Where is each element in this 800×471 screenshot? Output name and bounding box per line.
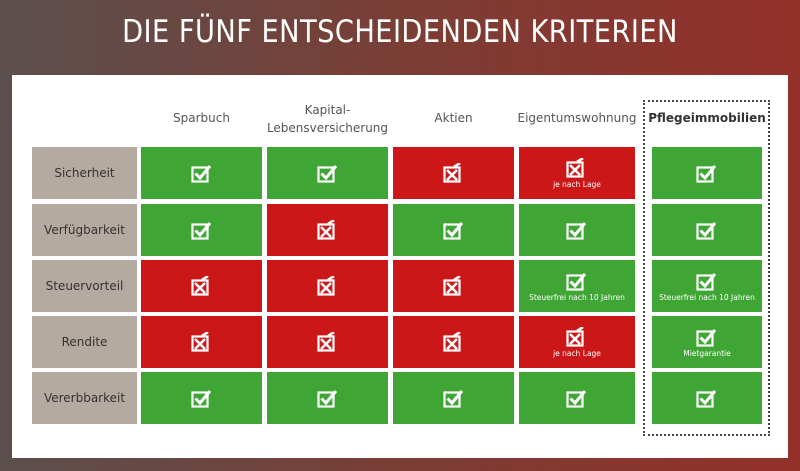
cell-note: je nach Lage xyxy=(553,179,601,189)
cell-note: je nach Lage xyxy=(553,348,601,358)
checkbox-checked-icon xyxy=(190,220,213,240)
checkbox-checked-icon xyxy=(190,388,213,408)
highlight-column-frame xyxy=(643,100,770,436)
checkbox-checked-icon xyxy=(696,163,718,183)
table-cell xyxy=(393,147,514,199)
table-cell xyxy=(652,204,762,256)
checkbox-checked-icon xyxy=(566,271,588,291)
checkbox-checked-icon xyxy=(566,388,588,408)
checkbox-crossed-icon xyxy=(190,332,213,352)
checkbox-checked-icon xyxy=(696,220,718,240)
table-cell: je nach Lage xyxy=(519,316,635,368)
table-cell xyxy=(141,316,262,368)
table-cell xyxy=(267,372,388,424)
table-cell xyxy=(652,147,762,199)
cell-note: Steuerfrei nach 10 Jahren xyxy=(529,292,625,302)
checkbox-crossed-icon xyxy=(442,332,465,352)
checkbox-checked-icon xyxy=(696,271,718,291)
table-cell xyxy=(141,372,262,424)
cell-note: Mietgarantie xyxy=(683,348,731,358)
table-cell: Steuerfrei nach 10 Jahren xyxy=(519,260,635,312)
checkbox-checked-icon xyxy=(442,220,465,240)
checkbox-crossed-icon xyxy=(316,220,339,240)
table-cell xyxy=(141,204,262,256)
checkbox-crossed-icon xyxy=(316,276,339,296)
checkbox-checked-icon xyxy=(696,327,718,347)
table-cell: Mietgarantie xyxy=(652,316,762,368)
column-header: Pflegeimmobilien xyxy=(648,111,766,125)
row-label: Steuervorteil xyxy=(32,260,137,312)
table-cell xyxy=(267,316,388,368)
row-label: Verfügbarkeit xyxy=(32,204,137,256)
row-label: Sicherheit xyxy=(32,147,137,199)
table-cell xyxy=(267,147,388,199)
table-cell xyxy=(393,372,514,424)
checkbox-checked-icon xyxy=(442,388,465,408)
column-header: Sparbuch xyxy=(173,111,230,125)
checkbox-crossed-icon xyxy=(442,276,465,296)
row-label: Rendite xyxy=(32,316,137,368)
checkbox-crossed-icon xyxy=(442,163,465,183)
checkbox-checked-icon xyxy=(566,220,588,240)
table-cell xyxy=(519,372,635,424)
page-title: DIE FÜNF ENTSCHEIDENDEN KRITERIEN xyxy=(122,14,678,50)
table-cell xyxy=(141,260,262,312)
column-header: Aktien xyxy=(434,111,473,125)
checkbox-crossed-icon xyxy=(316,332,339,352)
comparison-table: Sparbuch Kapital- Lebensversicherung Aktien… xyxy=(12,75,788,458)
checkbox-checked-icon xyxy=(190,163,213,183)
table-cell xyxy=(393,204,514,256)
table-cell xyxy=(519,204,635,256)
checkbox-checked-icon xyxy=(696,388,718,408)
checkbox-checked-icon xyxy=(316,388,339,408)
checkbox-checked-icon xyxy=(316,163,339,183)
table-cell xyxy=(267,260,388,312)
table-cell xyxy=(267,204,388,256)
cell-note: Steuerfrei nach 10 Jahren xyxy=(659,292,755,302)
table-cell: Steuerfrei nach 10 Jahren xyxy=(652,260,762,312)
table-cell xyxy=(141,147,262,199)
table-cell xyxy=(393,316,514,368)
checkbox-crossed-icon xyxy=(566,326,588,347)
checkbox-crossed-icon xyxy=(566,157,588,178)
table-cell xyxy=(652,372,762,424)
row-label: Vererbbarkeit xyxy=(32,372,137,424)
column-header: Eigentumswohnung xyxy=(517,111,637,125)
table-cell xyxy=(393,260,514,312)
column-header: Kapital- Lebensversicherung xyxy=(266,103,389,135)
table-cell: je nach Lage xyxy=(519,147,635,199)
checkbox-crossed-icon xyxy=(190,276,213,296)
